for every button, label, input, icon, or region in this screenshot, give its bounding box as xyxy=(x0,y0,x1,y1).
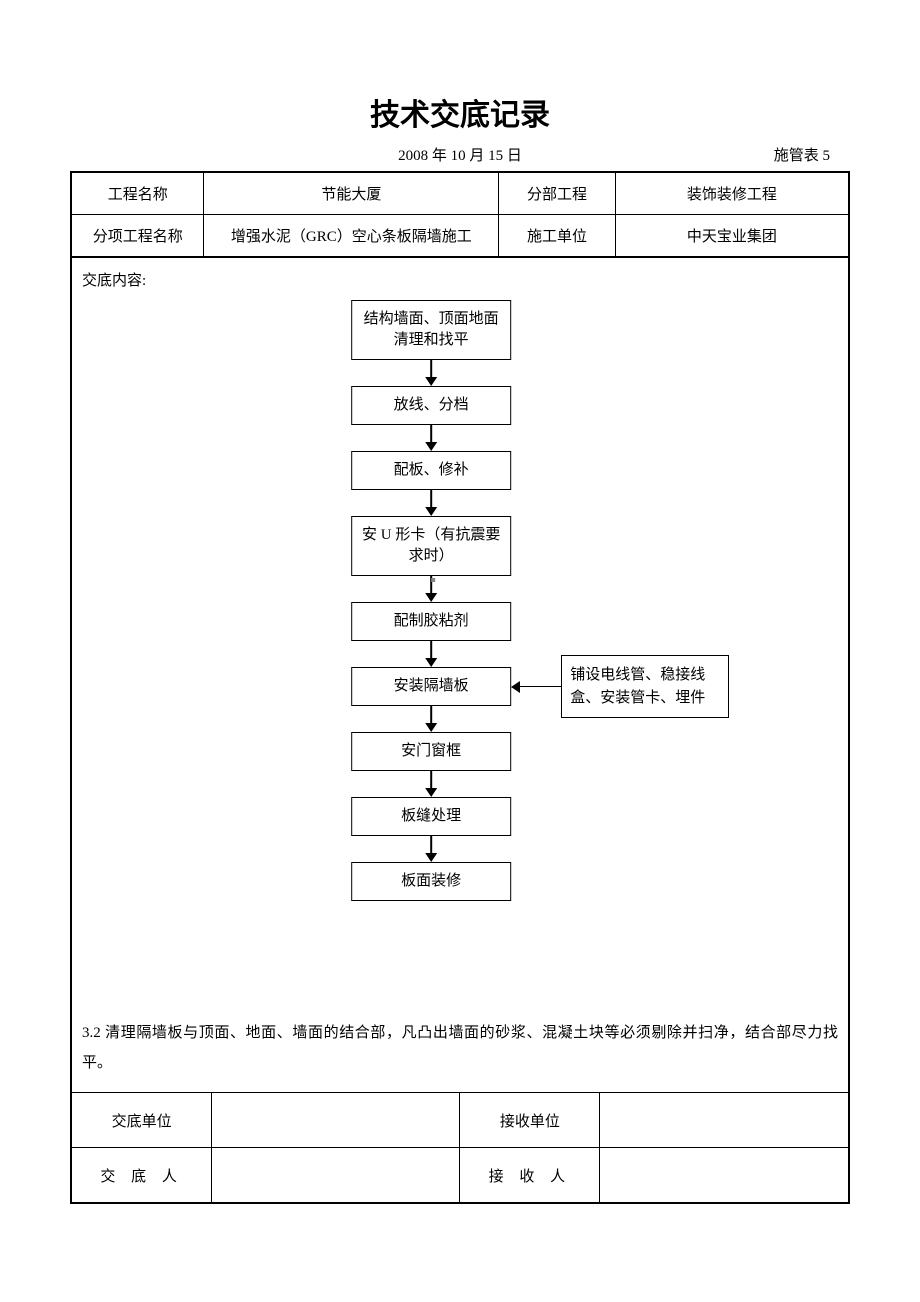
flow-node: 结构墙面、顶面地面清理和找平 xyxy=(351,300,511,360)
flow-node: 板缝处理 xyxy=(351,797,511,836)
cell-label: 工程名称 xyxy=(72,173,204,215)
flow-node: 配板、修补 xyxy=(351,451,511,490)
table-row: 工程名称 节能大厦 分部工程 装饰装修工程 xyxy=(72,173,848,215)
signature-table: 交底单位 接收单位 交 底 人 接 收 人 xyxy=(72,1092,848,1202)
arrow-down-icon xyxy=(351,771,511,797)
flow-node: 安装隔墙板 xyxy=(351,667,511,706)
cell-label: 分部工程 xyxy=(499,173,615,215)
cell-value: 增强水泥（GRC）空心条板隔墙施工 xyxy=(204,215,499,257)
arrow-down-icon xyxy=(351,836,511,862)
cell-label: 交底单位 xyxy=(72,1093,212,1148)
arrow-down-icon xyxy=(351,425,511,451)
flow-node: 板面装修 xyxy=(351,862,511,901)
page-title: 技术交底记录 xyxy=(70,90,850,134)
arrow-down-icon xyxy=(351,641,511,667)
cell-value: 装饰装修工程 xyxy=(615,173,848,215)
arrow-down-icon xyxy=(351,360,511,386)
flow-node: 安 U 形卡（有抗震要求时） xyxy=(351,516,511,576)
cell-label: 交 底 人 xyxy=(72,1148,212,1203)
cell-value xyxy=(212,1093,460,1148)
arrow-left-icon xyxy=(511,681,561,693)
info-table: 工程名称 节能大厦 分部工程 装饰装修工程 分项工程名称 增强水泥（GRC）空心… xyxy=(72,173,848,257)
cell-label: 施工单位 xyxy=(499,215,615,257)
arrow-down-icon xyxy=(351,490,511,516)
cell-label: 接 收 人 xyxy=(460,1148,600,1203)
paragraph-text: 3.2 清理隔墙板与顶面、地面、墙面的结合部，凡凸出墙面的砂浆、混凝土块等必须剔… xyxy=(82,1018,838,1078)
arrow-down-icon xyxy=(351,706,511,732)
cell-label: 接收单位 xyxy=(460,1093,600,1148)
dot-icon xyxy=(431,578,435,582)
cell-label: 分项工程名称 xyxy=(72,215,204,257)
document-date: 2008 年 10 月 15 日 xyxy=(82,144,838,165)
form-number: 施管表 5 xyxy=(774,144,830,165)
table-row: 分项工程名称 增强水泥（GRC）空心条板隔墙施工 施工单位 中天宝业集团 xyxy=(72,215,848,257)
flow-node: 放线、分档 xyxy=(351,386,511,425)
content-section: 交底内容: 结构墙面、顶面地面清理和找平 放线、分档 配板、修补 安 U 形卡（… xyxy=(72,257,848,1092)
flow-node: 配制胶粘剂 xyxy=(351,602,511,641)
table-row: 交 底 人 接 收 人 xyxy=(72,1148,848,1203)
cell-value xyxy=(600,1093,848,1148)
table-row: 交底单位 接收单位 xyxy=(72,1093,848,1148)
content-label: 交底内容: xyxy=(82,266,838,296)
cell-value: 中天宝业集团 xyxy=(615,215,848,257)
cell-value: 节能大厦 xyxy=(204,173,499,215)
flow-node: 安门窗框 xyxy=(351,732,511,771)
document-frame: 工程名称 节能大厦 分部工程 装饰装修工程 分项工程名称 增强水泥（GRC）空心… xyxy=(70,171,850,1204)
flow-side-node: 铺设电线管、稳接线盒、安装管卡、埋件 xyxy=(561,655,729,718)
flowchart: 结构墙面、顶面地面清理和找平 放线、分档 配板、修补 安 U 形卡（有抗震要求时… xyxy=(82,300,838,1010)
cell-value xyxy=(600,1148,848,1203)
cell-value xyxy=(212,1148,460,1203)
